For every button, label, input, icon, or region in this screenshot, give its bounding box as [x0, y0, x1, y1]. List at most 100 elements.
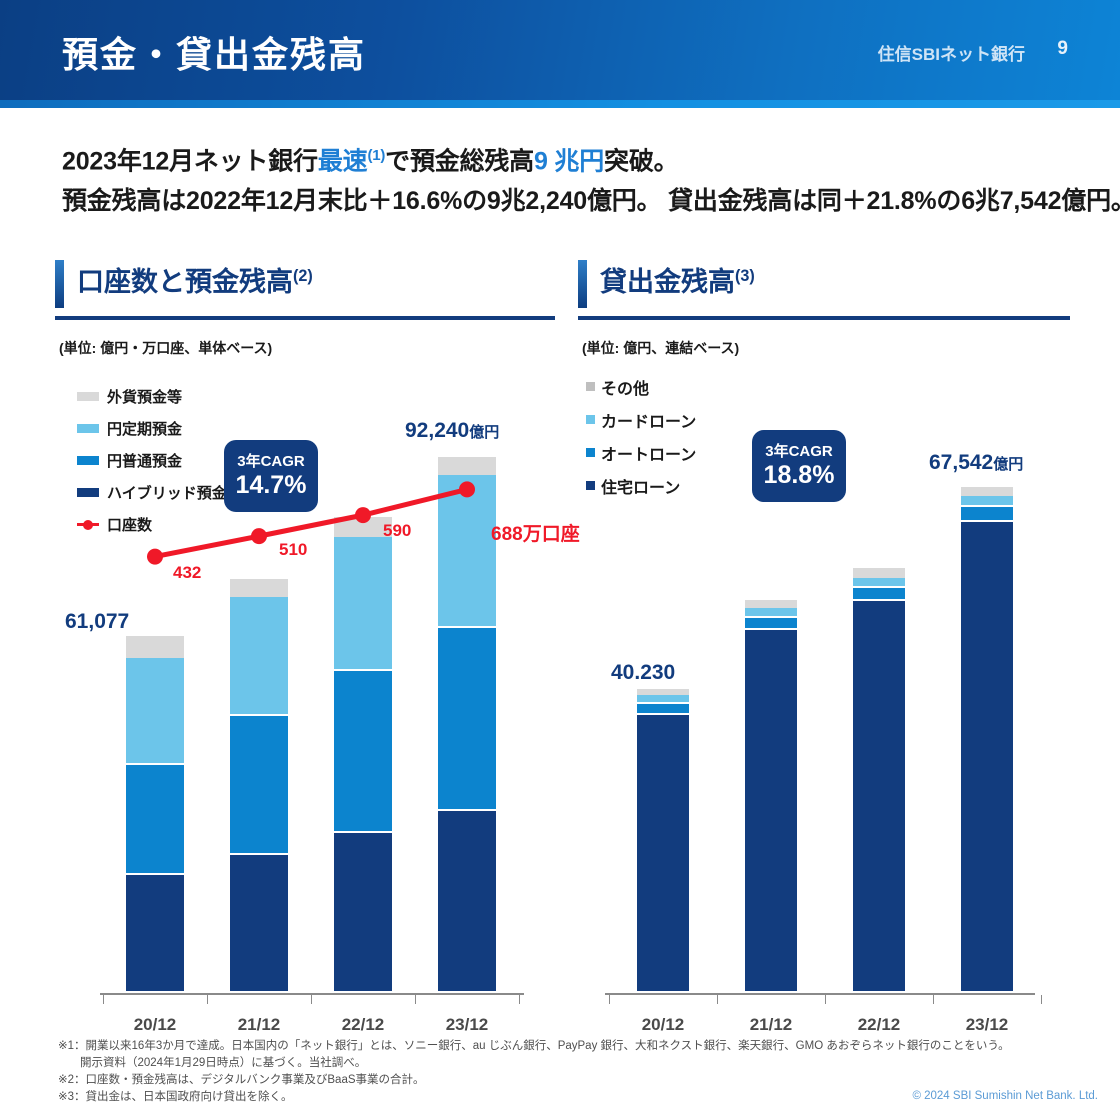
slide-header: 預金・貸出金残高 住信SBIネット銀行 9 [0, 0, 1120, 100]
bar-stack[interactable] [853, 568, 905, 993]
bar-segment[interactable] [637, 714, 689, 991]
x-axis-label: 21/12 [237, 1015, 281, 1034]
legend-item-account-count[interactable]: 口座数 [77, 508, 227, 540]
bar-segment[interactable] [961, 521, 1013, 991]
legend-item-label: その他 [601, 380, 650, 398]
lead-highlight-fastest: 最速 [317, 147, 368, 176]
x-axis-label: 23/12 [965, 1015, 1009, 1034]
panel-right-title-text: 貸出金残高 [600, 267, 735, 297]
cagr-label: 3年CAGR [765, 443, 833, 460]
legend-item-foreign-currency[interactable]: 外貨預金等 [77, 380, 227, 412]
legend-item-label: オートローン [601, 446, 697, 464]
bar-stack[interactable] [637, 689, 689, 993]
lead-copy: 2023年12月ネット銀行最速(1)で預金総残高9 兆円突破。 預金残高は202… [62, 136, 1120, 221]
legend-item-card-loan[interactable]: カードローン [586, 403, 696, 436]
legend-swatch-icon [586, 481, 595, 490]
chart-deposits: 20/12 21/12 22/12 23/12 61,077 92,240億円 432 510… [65, 370, 580, 1034]
bar-segment[interactable] [637, 689, 689, 696]
bar-segment[interactable] [334, 833, 392, 991]
x-axis-tick [609, 995, 610, 1004]
bar-segment[interactable] [126, 875, 184, 991]
legend-item-label: 口座数 [107, 516, 153, 534]
x-axis-tick [207, 995, 208, 1004]
bar-segment[interactable] [637, 695, 689, 703]
bar-stack[interactable] [961, 487, 1013, 993]
lead-sup-1: (1) [367, 147, 386, 164]
legend-item-other[interactable]: その他 [586, 370, 696, 403]
lead-1a: 2023年12月ネット銀行 [62, 147, 318, 176]
cagr-label: 3年CAGR [237, 453, 305, 470]
bar-stack[interactable] [438, 456, 496, 993]
legend-item-auto-loan[interactable]: オートローン [586, 436, 696, 469]
bar-segment[interactable] [853, 587, 905, 600]
bar-segment[interactable] [745, 608, 797, 616]
legend-swatch-icon [586, 415, 595, 424]
bar-segment[interactable] [126, 635, 184, 659]
legend-item-housing-loan[interactable]: 住宅ローン [586, 469, 696, 502]
cagr-badge-loans: 3年CAGR 18.8% [752, 430, 846, 502]
legend-swatch-icon [77, 455, 99, 465]
bar-segment[interactable] [853, 568, 905, 578]
x-axis-line [100, 993, 524, 995]
chart-loans: 20/12 21/12 22/12 23/12 40.230 67,542億円 [605, 370, 1042, 1034]
x-axis-label: 21/12 [749, 1015, 793, 1034]
bar-stack[interactable] [230, 579, 288, 993]
legend-loans: その他 カードローン オートローン 住宅ローン [586, 370, 696, 502]
legend-item-yen-time-deposit[interactable]: 円定期預金 [77, 412, 227, 444]
legend-swatch-icon [77, 487, 99, 497]
bar-segment[interactable] [230, 579, 288, 597]
footnote-1-cont: 開示資料（2024年1月29日時点）に基づく。当社調べ。 [80, 1057, 367, 1069]
bar-segment[interactable] [334, 671, 392, 832]
bar-segment[interactable] [126, 658, 184, 764]
lead-line-1: 2023年12月ネット銀行最速(1)で預金総残高9 兆円突破。 [62, 136, 1092, 181]
bar-segment[interactable] [961, 487, 1013, 497]
bar-segment[interactable] [961, 496, 1013, 505]
footnote-2: ※2：口座数・預金残高は、デジタルバンク事業及びBaaS事業の合計。 [58, 1074, 425, 1086]
page-number: 9 [1057, 38, 1068, 59]
legend-item-label: 外貨預金等 [107, 388, 183, 406]
x-axis-tick [825, 995, 826, 1004]
panel-accent-bar [578, 260, 587, 308]
bar-segment[interactable] [230, 855, 288, 991]
bar-total-label: 61,077 [65, 609, 130, 633]
x-axis-tick [415, 995, 416, 1004]
panel-right-head: 貸出金残高(3) [578, 258, 1088, 320]
lead-line-2: 預金残高は2022年12月末比＋16.6%の9兆2,240億円。 貸出金残高は同… [62, 187, 1120, 216]
x-axis-line [605, 993, 1035, 995]
x-axis-label: 22/12 [857, 1015, 901, 1034]
bar-stack[interactable] [334, 517, 392, 993]
line-point-label: 688万口座 [491, 524, 580, 546]
lead-1b: で預金総残高 [385, 147, 534, 176]
bar-segment[interactable] [853, 601, 905, 991]
bar-stack[interactable] [745, 600, 797, 993]
panel-left-title-sup: (2) [293, 267, 313, 285]
legend-item-label: カードローン [601, 413, 697, 431]
bar-segment[interactable] [961, 506, 1013, 520]
x-axis-tick [717, 995, 718, 1004]
bar-segment[interactable] [438, 456, 496, 476]
bar-segment[interactable] [745, 617, 797, 628]
bar-segment[interactable] [637, 704, 689, 713]
legend-item-yen-ordinary-deposit[interactable]: 円普通預金 [77, 444, 227, 476]
bar-total-label: 92,240億円 [405, 418, 500, 442]
panel-accent-bar [55, 260, 64, 308]
bar-segment[interactable] [745, 629, 797, 991]
bar-segment[interactable] [126, 765, 184, 874]
bar-segment[interactable] [745, 600, 797, 609]
bar-segment[interactable] [438, 627, 496, 810]
bar-stack[interactable] [126, 635, 184, 993]
bar-segment[interactable] [438, 811, 496, 991]
legend-item-label: 円普通預金 [107, 452, 183, 470]
bar-segment[interactable] [230, 716, 288, 854]
panel-right-unit-note: (単位: 億円、連結ベース) [582, 340, 740, 356]
panel-right-title: 貸出金残高(3) [600, 260, 755, 299]
x-axis-label: 20/12 [641, 1015, 685, 1034]
brand-name: 住信SBIネット銀行 [877, 45, 1025, 64]
copyright-notice: © 2024 SBI Sumishin Net Bank. Ltd. [912, 1090, 1098, 1102]
bar-segment[interactable] [334, 537, 392, 670]
bar-segment[interactable] [230, 596, 288, 715]
x-axis-label: 20/12 [133, 1015, 177, 1034]
bar-segment[interactable] [438, 475, 496, 626]
page-title: 預金・貸出金残高 [62, 34, 367, 75]
bar-segment[interactable] [853, 577, 905, 586]
